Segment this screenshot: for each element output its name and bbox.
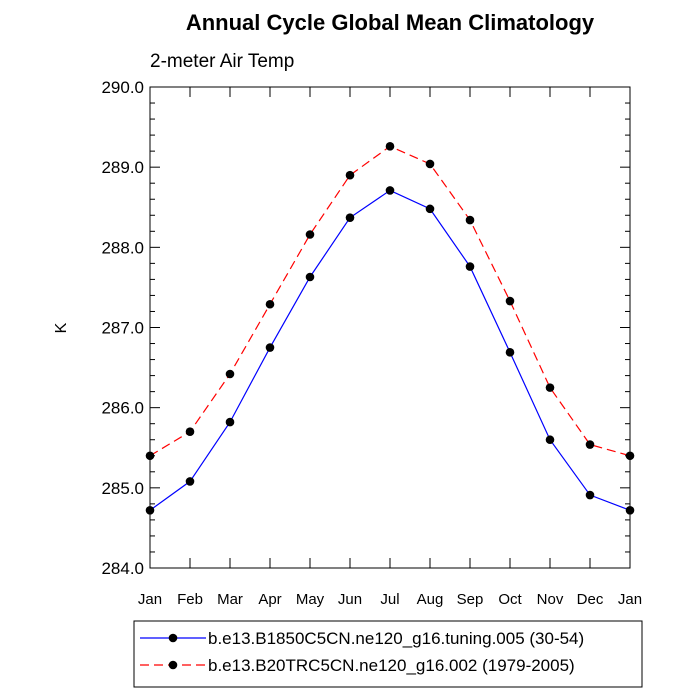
x-tick-label: Jan xyxy=(138,591,162,608)
x-tick-label: Aug xyxy=(417,591,444,608)
x-tick-label: Jul xyxy=(380,591,399,608)
series-group xyxy=(145,142,635,515)
data-point-series-1 xyxy=(585,490,595,500)
y-tick-label: 286.0 xyxy=(101,399,144,418)
data-point-series-2 xyxy=(145,451,155,461)
x-tick-label: Feb xyxy=(177,591,203,608)
x-tick-labels: Jan Feb Mar Apr May Jun Jul Aug Sep Oct Nov Dec Jan xyxy=(138,591,642,608)
x-tick-label: Nov xyxy=(537,591,564,608)
plot-frame xyxy=(149,86,631,569)
chart-subtitle: 2-meter Air Temp xyxy=(150,51,294,72)
y-tick-label: 290.0 xyxy=(101,78,144,97)
legend-label-2: b.e13.B20TRC5CN.ne120_g16.002 (1979-2005… xyxy=(208,656,575,675)
y-tick-label: 284.0 xyxy=(101,559,144,578)
data-point-series-2 xyxy=(305,230,315,239)
data-point-series-2 xyxy=(465,215,475,225)
legend: b.e13.B1850C5CN.ne120_g16.tuning.005 (30… xyxy=(140,629,584,675)
data-point-series-1 xyxy=(465,262,475,271)
legend-marker-1 xyxy=(168,633,178,643)
data-point-series-2 xyxy=(505,296,515,306)
data-point-series-1 xyxy=(305,272,315,282)
legend-marker-2 xyxy=(168,660,178,670)
data-point-series-2 xyxy=(625,451,635,461)
x-tick-label: May xyxy=(296,591,325,608)
x-tick-label: Apr xyxy=(258,591,281,608)
x-tick-label: Sep xyxy=(457,591,484,608)
data-point-series-2 xyxy=(185,427,195,437)
series-line-1 xyxy=(149,189,631,511)
data-point-series-1 xyxy=(225,417,235,427)
legend-label-1: b.e13.B1850C5CN.ne120_g16.tuning.005 (30… xyxy=(208,629,584,648)
data-point-series-1 xyxy=(145,505,155,515)
data-point-series-1 xyxy=(425,204,435,214)
data-point-series-1 xyxy=(385,186,395,195)
x-tick-label: Oct xyxy=(498,591,522,608)
axis-ticks xyxy=(149,86,631,569)
y-tick-label: 287.0 xyxy=(101,319,144,338)
y-tick-labels: 284.0 285.0 286.0 287.0 288.0 289.0 290.0 xyxy=(101,78,144,578)
y-tick-label: 288.0 xyxy=(101,238,144,257)
data-point-series-1 xyxy=(185,477,195,486)
x-tick-label: Dec xyxy=(577,591,604,608)
data-point-series-1 xyxy=(345,213,355,222)
data-point-series-2 xyxy=(425,159,435,169)
data-point-series-2 xyxy=(265,299,275,309)
legend-box xyxy=(133,620,643,688)
y-tick-label: 285.0 xyxy=(101,479,144,498)
y-axis-label: K xyxy=(53,322,70,333)
data-point-series-2 xyxy=(585,440,595,449)
x-tick-label: Mar xyxy=(217,591,243,608)
data-point-series-2 xyxy=(385,142,395,151)
data-point-series-1 xyxy=(265,343,275,352)
x-tick-label: Jun xyxy=(338,591,362,608)
data-point-series-2 xyxy=(545,383,555,392)
x-tick-label: Jan xyxy=(618,591,642,608)
chart-title: Annual Cycle Global Mean Climatology xyxy=(186,10,595,35)
data-point-series-1 xyxy=(545,435,555,445)
y-tick-label: 289.0 xyxy=(101,158,144,177)
data-point-series-2 xyxy=(225,369,235,379)
data-point-series-1 xyxy=(505,348,515,357)
data-point-series-1 xyxy=(625,505,635,515)
data-point-series-2 xyxy=(345,170,355,180)
